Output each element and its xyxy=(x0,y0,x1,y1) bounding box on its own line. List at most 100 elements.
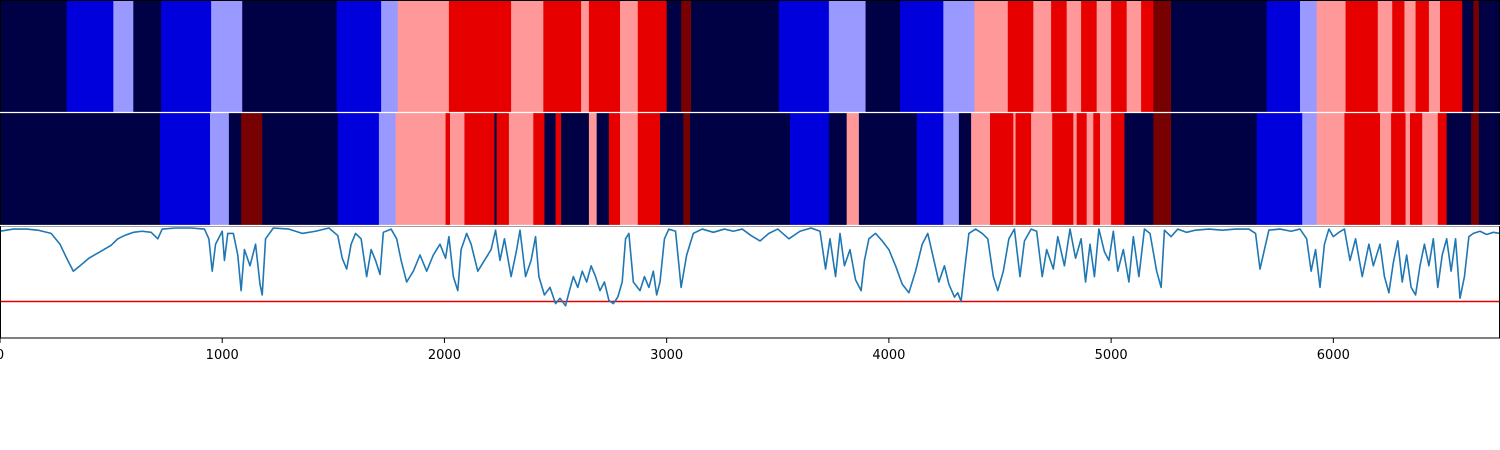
segment-0-8 xyxy=(381,0,399,112)
segment-0-23 xyxy=(900,0,944,112)
segment-1-7 xyxy=(378,113,396,225)
x-tick-label-0: 0 xyxy=(0,348,4,363)
segment-1-21 xyxy=(608,113,621,225)
segment-1-15 xyxy=(533,113,545,225)
segment-1-50 xyxy=(1302,113,1318,225)
segment-1-42 xyxy=(1086,113,1094,225)
segment-0-44 xyxy=(1415,0,1430,112)
segment-0-37 xyxy=(1266,0,1301,112)
segment-1-45 xyxy=(1111,113,1125,225)
segment-1-59 xyxy=(1446,113,1472,225)
segment-0-5 xyxy=(211,0,243,112)
segment-0-27 xyxy=(1033,0,1052,112)
segment-0-41 xyxy=(1377,0,1393,112)
segment-1-9 xyxy=(445,113,451,225)
segment-1-44 xyxy=(1100,113,1112,225)
segment-0-42 xyxy=(1392,0,1405,112)
segment-0-15 xyxy=(620,0,639,112)
segment-1-60 xyxy=(1471,113,1480,225)
segment-1-13 xyxy=(496,113,510,225)
segment-0-26 xyxy=(1007,0,1034,112)
segment-1-51 xyxy=(1316,113,1345,225)
segment-0-48 xyxy=(1473,0,1480,112)
segment-1-54 xyxy=(1391,113,1406,225)
segment-0-0 xyxy=(0,0,68,112)
segment-0-22 xyxy=(865,0,901,112)
segment-1-27 xyxy=(790,113,830,225)
segment-1-30 xyxy=(858,113,918,225)
segment-0-40 xyxy=(1345,0,1379,112)
segment-1-32 xyxy=(943,113,960,225)
segment-0-24 xyxy=(943,0,975,112)
segment-1-26 xyxy=(690,113,791,225)
segment-1-29 xyxy=(846,113,860,225)
segment-1-43 xyxy=(1093,113,1101,225)
segment-1-4 xyxy=(241,113,263,225)
segment-1-8 xyxy=(395,113,446,225)
x-tick-label-2: 2000 xyxy=(428,348,461,363)
segment-1-18 xyxy=(561,113,590,225)
segment-0-6 xyxy=(242,0,338,112)
segment-0-28 xyxy=(1051,0,1068,112)
segment-0-32 xyxy=(1111,0,1128,112)
segment-1-53 xyxy=(1380,113,1392,225)
segment-0-49 xyxy=(1478,0,1500,112)
x-tick-label-3: 3000 xyxy=(650,348,683,363)
segment-1-1 xyxy=(160,113,211,225)
segment-track-middle xyxy=(0,113,1500,225)
segment-1-40 xyxy=(1073,113,1078,225)
segment-1-0 xyxy=(0,113,161,225)
segment-0-45 xyxy=(1428,0,1441,112)
segment-1-22 xyxy=(620,113,639,225)
segment-1-35 xyxy=(990,113,1014,225)
segment-0-7 xyxy=(336,0,382,112)
segment-1-31 xyxy=(916,113,944,225)
segment-1-58 xyxy=(1437,113,1448,225)
segment-0-11 xyxy=(511,0,544,112)
segment-1-48 xyxy=(1171,113,1258,225)
segment-0-13 xyxy=(581,0,590,112)
segment-0-31 xyxy=(1096,0,1112,112)
segment-0-35 xyxy=(1153,0,1172,112)
segment-0-46 xyxy=(1440,0,1463,112)
segment-0-39 xyxy=(1316,0,1346,112)
x-tick-label-6: 6000 xyxy=(1317,348,1350,363)
segment-1-56 xyxy=(1410,113,1423,225)
segment-1-55 xyxy=(1405,113,1411,225)
segment-0-19 xyxy=(691,0,780,112)
segment-track-top xyxy=(0,0,1500,112)
segment-1-61 xyxy=(1478,113,1500,225)
segment-0-18 xyxy=(681,0,692,112)
segment-0-17 xyxy=(666,0,682,112)
segment-1-28 xyxy=(828,113,848,225)
segment-1-20 xyxy=(596,113,610,225)
segment-0-3 xyxy=(133,0,162,112)
segment-0-30 xyxy=(1081,0,1098,112)
segment-1-49 xyxy=(1256,113,1303,225)
x-tick-label-4: 4000 xyxy=(872,348,905,363)
segment-0-29 xyxy=(1066,0,1082,112)
x-axis: 0 1000 2000 3000 4000 5000 6000 xyxy=(0,338,1350,363)
segment-1-38 xyxy=(1031,113,1053,225)
x-tick-label-1: 1000 xyxy=(206,348,239,363)
segment-1-52 xyxy=(1344,113,1381,225)
segment-0-34 xyxy=(1141,0,1154,112)
segment-1-12 xyxy=(494,113,498,225)
segment-1-24 xyxy=(660,113,684,225)
segment-1-34 xyxy=(971,113,991,225)
segment-1-33 xyxy=(958,113,972,225)
segment-1-10 xyxy=(450,113,465,225)
segment-1-16 xyxy=(544,113,556,225)
segment-0-1 xyxy=(66,0,114,112)
segment-0-43 xyxy=(1404,0,1416,112)
segment-1-39 xyxy=(1052,113,1074,225)
segment-1-3 xyxy=(228,113,242,225)
segment-1-19 xyxy=(588,113,598,225)
segment-1-57 xyxy=(1422,113,1439,225)
segment-0-12 xyxy=(543,0,582,112)
segment-1-37 xyxy=(1015,113,1032,225)
segment-1-41 xyxy=(1076,113,1088,225)
segment-0-21 xyxy=(828,0,866,112)
segment-1-5 xyxy=(262,113,339,225)
segment-1-6 xyxy=(337,113,380,225)
